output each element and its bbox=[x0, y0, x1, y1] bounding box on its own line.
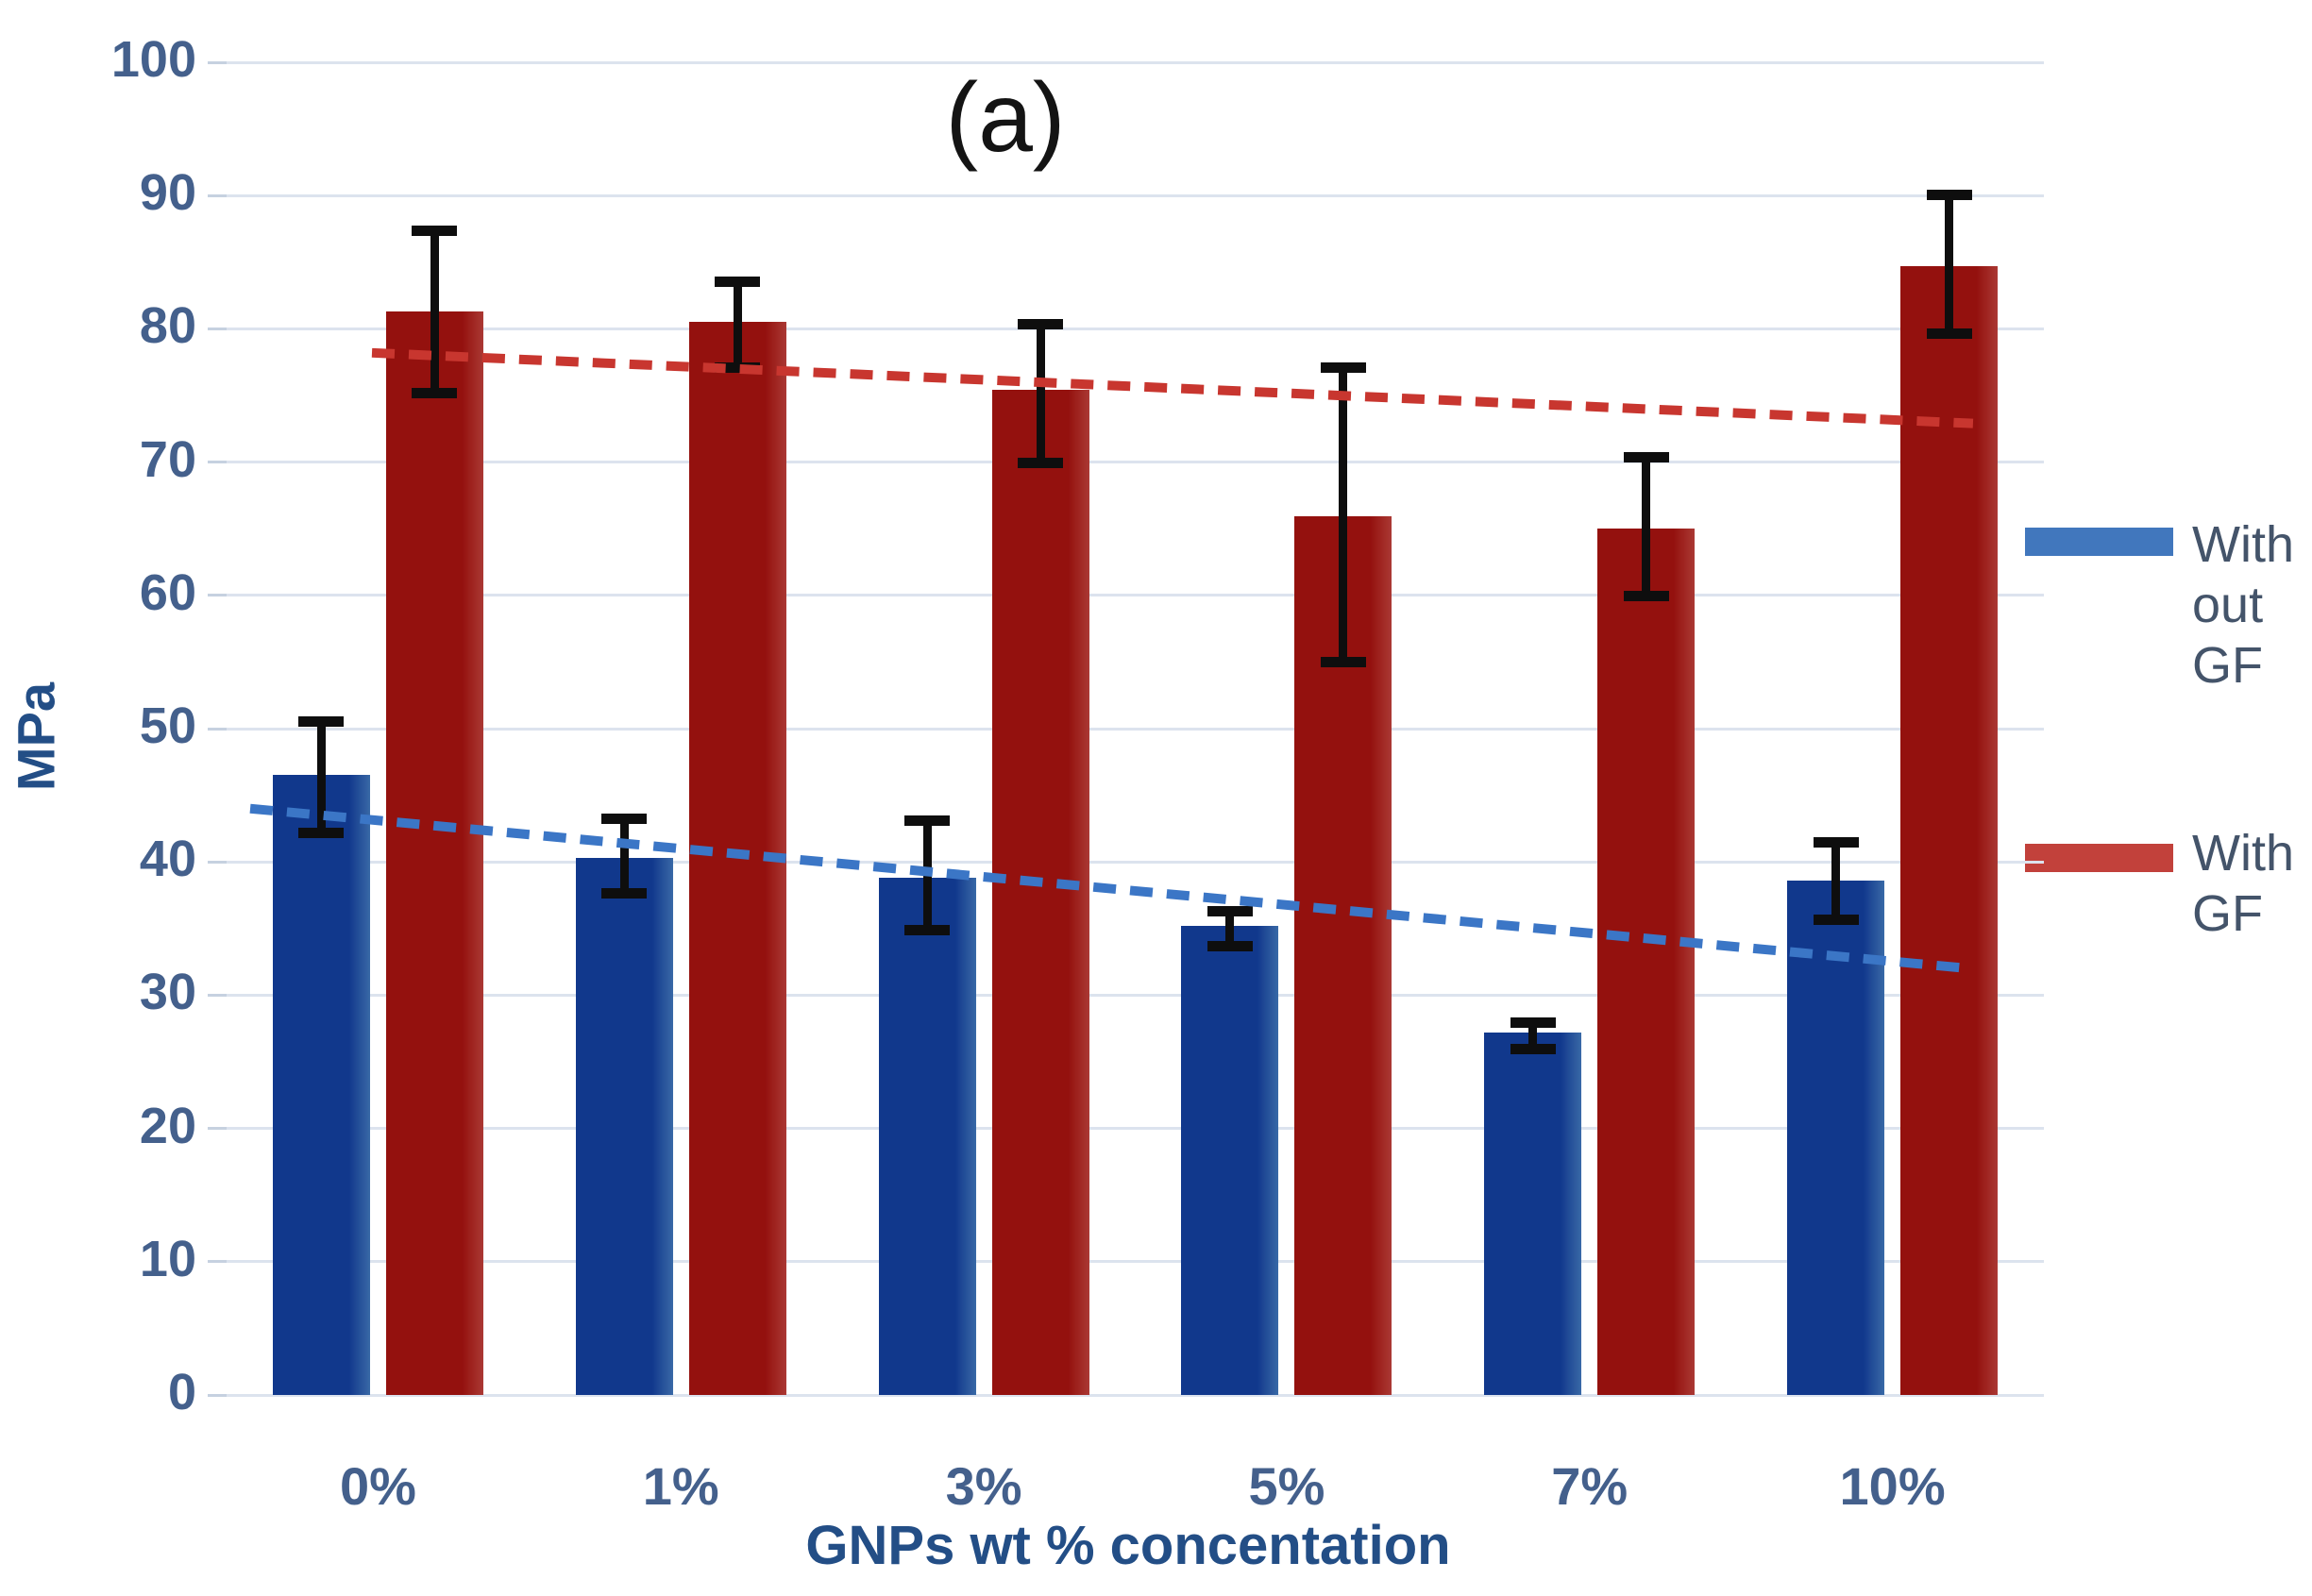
x-tick-label-7%: 7% bbox=[1551, 1456, 1629, 1516]
x-tick-label-3%: 3% bbox=[945, 1456, 1022, 1516]
bar-with-gf-0% bbox=[385, 311, 483, 1395]
error-cap-top-without-gf-3% bbox=[904, 815, 951, 827]
x-tick-label-0%: 0% bbox=[339, 1456, 416, 1516]
y-tick-label-60: 60 bbox=[139, 563, 196, 621]
y-tick-label-20: 20 bbox=[139, 1097, 196, 1154]
error-cap-top-without-gf-7% bbox=[1510, 1016, 1556, 1028]
y-tick-label-40: 40 bbox=[139, 831, 196, 888]
x-tick-label-5%: 5% bbox=[1248, 1456, 1325, 1516]
y-tick-label-90: 90 bbox=[139, 164, 196, 222]
x-tick-label-10%: 10% bbox=[1839, 1456, 1946, 1516]
y-tick-label-100: 100 bbox=[110, 31, 196, 88]
error-cap-bottom-without-gf-0% bbox=[298, 828, 345, 839]
error-cap-top-without-gf-10% bbox=[1813, 837, 1859, 848]
error-bar-with-gf-10% bbox=[1945, 193, 1954, 333]
gridline-y-90 bbox=[227, 193, 2044, 197]
error-bar-with-gf-1% bbox=[733, 280, 742, 368]
error-cap-top-without-gf-1% bbox=[601, 813, 648, 824]
y-tick-mark-90 bbox=[208, 193, 227, 197]
error-bar-with-gf-7% bbox=[1642, 456, 1651, 596]
y-tick-mark-10 bbox=[208, 1260, 227, 1264]
gridline-y-50 bbox=[227, 727, 2044, 731]
trendline-with-gf bbox=[371, 347, 1974, 428]
gridline-y-20 bbox=[227, 1127, 2044, 1131]
error-cap-bottom-with-gf-1% bbox=[715, 362, 761, 374]
y-axis-label: MPa bbox=[6, 681, 66, 792]
bar-without-gf-0% bbox=[272, 775, 370, 1395]
error-cap-top-without-gf-5% bbox=[1207, 906, 1253, 917]
error-bar-without-gf-3% bbox=[922, 820, 932, 931]
y-tick-label-10: 10 bbox=[139, 1230, 196, 1287]
y-tick-label-50: 50 bbox=[139, 697, 196, 754]
gridline-y-40 bbox=[227, 860, 2044, 864]
legend-item-with-gf: With GF bbox=[2020, 823, 2311, 965]
y-tick-label-0: 0 bbox=[167, 1364, 196, 1420]
error-cap-bottom-without-gf-3% bbox=[904, 925, 951, 936]
y-tick-mark-20 bbox=[208, 1127, 227, 1131]
bar-with-gf-7% bbox=[1597, 529, 1696, 1395]
error-cap-bottom-with-gf-10% bbox=[1926, 328, 1972, 339]
y-tick-mark-80 bbox=[208, 327, 227, 330]
y-tick-mark-40 bbox=[208, 860, 227, 864]
error-cap-top-with-gf-3% bbox=[1018, 318, 1064, 329]
x-axis-label: GNPs wt % concentation bbox=[805, 1515, 1451, 1576]
error-cap-top-with-gf-5% bbox=[1320, 362, 1366, 374]
gridline-y-30 bbox=[227, 993, 2044, 997]
bar-without-gf-7% bbox=[1484, 1032, 1582, 1395]
error-cap-top-with-gf-1% bbox=[715, 276, 761, 287]
error-bar-with-gf-0% bbox=[430, 229, 439, 394]
error-cap-top-without-gf-0% bbox=[298, 715, 345, 727]
y-tick-mark-0 bbox=[208, 1393, 227, 1397]
legend-swatch-with-gf bbox=[2025, 844, 2173, 872]
error-bar-without-gf-7% bbox=[1528, 1021, 1538, 1049]
x-tick-label-1%: 1% bbox=[642, 1456, 719, 1516]
error-bar-without-gf-0% bbox=[316, 720, 326, 833]
bar-with-gf-10% bbox=[1900, 266, 1999, 1395]
bar-with-gf-3% bbox=[991, 390, 1089, 1395]
gridline-y-0 bbox=[227, 1393, 2044, 1397]
gridline-y-80 bbox=[227, 327, 2044, 330]
error-bar-without-gf-10% bbox=[1831, 842, 1841, 919]
gridline-y-60 bbox=[227, 594, 2044, 597]
bar-without-gf-1% bbox=[575, 857, 673, 1395]
error-cap-bottom-without-gf-10% bbox=[1813, 914, 1859, 925]
legend-label-without-gf: With out GF bbox=[2192, 516, 2294, 694]
bar-with-gf-1% bbox=[688, 322, 786, 1395]
trendline-without-gf bbox=[249, 803, 1970, 974]
error-cap-bottom-with-gf-5% bbox=[1320, 657, 1366, 668]
error-cap-top-with-gf-10% bbox=[1926, 189, 1972, 200]
bar-without-gf-5% bbox=[1181, 925, 1279, 1395]
gridline-y-10 bbox=[227, 1260, 2044, 1264]
error-cap-top-with-gf-7% bbox=[1623, 451, 1669, 462]
error-cap-bottom-with-gf-0% bbox=[412, 388, 458, 399]
chart-title: (a) bbox=[945, 63, 1066, 173]
legend-item-without-gf: With out GF bbox=[2020, 514, 2311, 713]
error-bar-with-gf-3% bbox=[1036, 323, 1045, 462]
y-tick-mark-60 bbox=[208, 594, 227, 597]
error-bar-without-gf-1% bbox=[619, 817, 629, 893]
bar-without-gf-3% bbox=[878, 878, 976, 1395]
y-tick-label-80: 80 bbox=[139, 297, 196, 355]
y-tick-label-30: 30 bbox=[139, 964, 196, 1021]
error-cap-bottom-without-gf-7% bbox=[1510, 1043, 1556, 1054]
gridline-y-70 bbox=[227, 461, 2044, 464]
y-tick-mark-50 bbox=[208, 727, 227, 731]
error-cap-bottom-with-gf-7% bbox=[1623, 590, 1669, 601]
y-tick-mark-100 bbox=[208, 60, 227, 64]
y-tick-mark-70 bbox=[208, 461, 227, 464]
error-cap-top-with-gf-0% bbox=[412, 225, 458, 236]
bar-without-gf-10% bbox=[1787, 880, 1885, 1395]
error-cap-bottom-without-gf-5% bbox=[1207, 941, 1253, 952]
gridline-y-100 bbox=[227, 60, 2044, 64]
legend-swatch-without-gf bbox=[2025, 528, 2173, 556]
error-bar-with-gf-5% bbox=[1339, 367, 1348, 663]
error-cap-bottom-with-gf-3% bbox=[1018, 457, 1064, 468]
y-tick-label-70: 70 bbox=[139, 430, 196, 488]
error-cap-bottom-without-gf-1% bbox=[601, 887, 648, 899]
y-tick-mark-30 bbox=[208, 993, 227, 997]
legend-label-with-gf: With GF bbox=[2192, 825, 2294, 942]
